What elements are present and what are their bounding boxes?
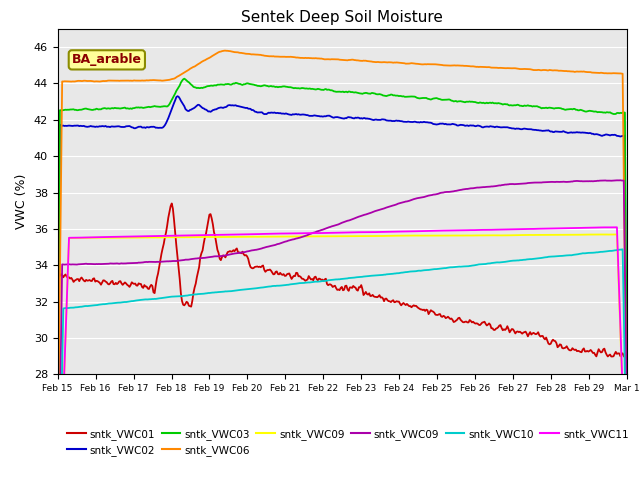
Text: BA_arable: BA_arable <box>72 53 142 66</box>
Title: Sentek Deep Soil Moisture: Sentek Deep Soil Moisture <box>241 10 444 25</box>
Legend: sntk_VWC01, sntk_VWC02, sntk_VWC03, sntk_VWC06, sntk_VWC09, sntk_VWC09, sntk_VWC: sntk_VWC01, sntk_VWC02, sntk_VWC03, sntk… <box>63 424 633 460</box>
Y-axis label: VWC (%): VWC (%) <box>15 174 28 229</box>
